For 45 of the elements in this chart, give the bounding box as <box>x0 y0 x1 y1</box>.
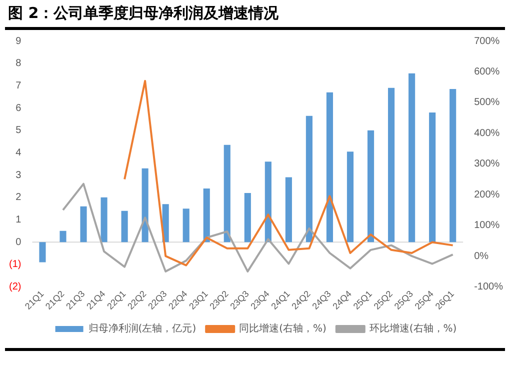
bar <box>408 73 416 242</box>
y-tick-label: 6 <box>16 102 22 114</box>
bar <box>142 168 148 242</box>
bar <box>346 152 354 242</box>
bar <box>121 210 128 242</box>
y2-tick-label: 500% <box>474 97 500 108</box>
y-tick-label: 5 <box>16 125 22 136</box>
bar <box>429 112 436 242</box>
bar <box>450 89 456 242</box>
legend-label: 归母净利润(左轴，亿元) <box>88 322 196 335</box>
bar <box>285 177 292 242</box>
legend-label: 同比增速(右轴，%) <box>239 322 326 335</box>
bar <box>182 208 190 242</box>
y-tick-label: 4 <box>16 147 22 158</box>
y2-tick-label: 200% <box>474 189 500 200</box>
bar <box>39 242 46 262</box>
y2-tick-label: 600% <box>474 66 500 78</box>
bar <box>367 130 374 242</box>
bar <box>244 192 251 242</box>
y-tick-label: 8 <box>16 58 22 70</box>
bar <box>326 92 334 242</box>
bar <box>264 162 272 242</box>
y-tick-label: 2 <box>16 192 22 204</box>
bar <box>203 188 210 242</box>
y2-tick-label: 400% <box>474 128 500 139</box>
y2-tick-label: 700% <box>474 36 500 47</box>
y2-tick-label: 300% <box>474 158 500 170</box>
y-tick-label: 0 <box>16 236 22 248</box>
bar <box>80 206 87 242</box>
bar <box>60 230 66 242</box>
y-tick-label: (1) <box>8 259 22 270</box>
y-tick-label: 7 <box>16 80 22 92</box>
y-tick-label: 9 <box>16 36 22 47</box>
bar <box>306 116 312 242</box>
bar <box>100 197 108 242</box>
bar <box>388 88 395 242</box>
legend-label: 环比增速(右轴，%) <box>369 322 457 335</box>
y-tick-label: 1 <box>16 214 22 226</box>
y2-tick-label: -100% <box>474 282 504 293</box>
y-tick-label: 3 <box>16 170 22 181</box>
y2-tick-label: 0% <box>474 250 489 262</box>
y-tick-label: (2) <box>8 282 22 293</box>
chart-title: 图 2：公司单季度归母净利润及增速情况 <box>8 4 279 23</box>
y2-tick-label: 100% <box>474 220 500 232</box>
bar <box>224 144 230 242</box>
